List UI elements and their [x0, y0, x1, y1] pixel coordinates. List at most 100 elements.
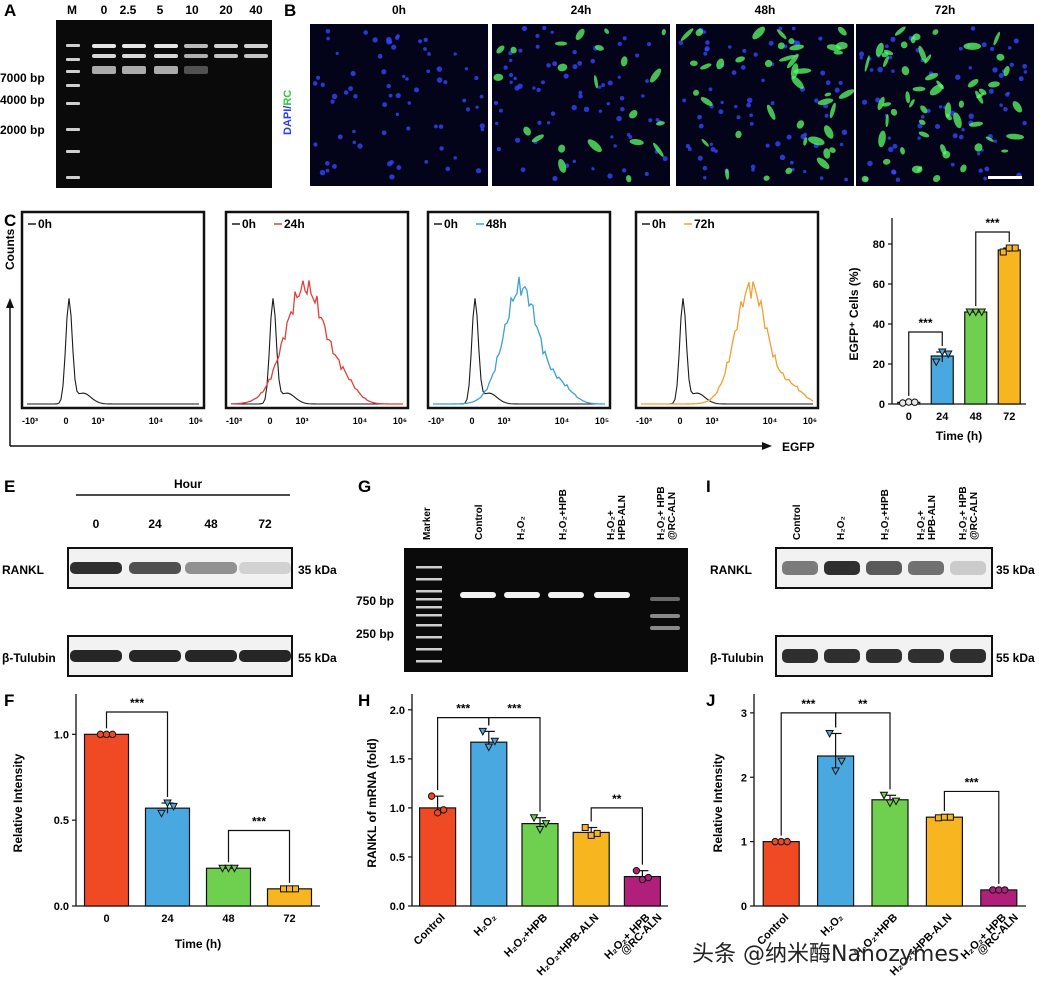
nucleus [606, 101, 611, 106]
nucleus [742, 48, 747, 53]
x-tick-label: 0 [906, 411, 912, 423]
nucleus [984, 166, 990, 172]
gel-band [154, 54, 178, 58]
nucleus [708, 87, 713, 92]
stain-label: DAPI/RC [282, 90, 294, 135]
green-cell [557, 63, 568, 72]
green-cell [883, 56, 889, 68]
nucleus [786, 134, 792, 140]
green-cell [496, 45, 505, 54]
nucleus [535, 44, 540, 49]
nucleus [610, 135, 614, 139]
y-axis-label: EGFP⁺ Cells (%) [847, 267, 861, 360]
x-tick-label: 48 [222, 913, 234, 925]
nucleus [332, 164, 337, 169]
histogram-tick-label: -10³ [428, 416, 444, 426]
fluorescence-images: 0h 24h 48h 72h [310, 3, 1034, 186]
nucleus [990, 46, 995, 52]
nucleus [970, 26, 976, 31]
nucleus [357, 143, 363, 149]
panel-letter-c: C [4, 211, 16, 230]
blot-row-label: β-Tulubin [710, 651, 764, 665]
histogram-tick-label: 0 [63, 416, 68, 426]
panel-i: I Control H₂O₂ H₂O₂+HPB H₂O₂+ HPB-ALN H₂O₂+ H… [706, 477, 1035, 677]
nucleus [697, 155, 703, 161]
nucleus [648, 118, 653, 123]
blot-i-lane-label: H₂O₂ [836, 516, 847, 540]
histogram-tick-label: 10⁴ [763, 416, 777, 426]
nucleus [983, 176, 987, 181]
nucleus [572, 159, 577, 164]
gel-band [650, 626, 680, 630]
nucleus [839, 142, 844, 147]
nucleus [578, 90, 583, 95]
nucleus [493, 100, 499, 106]
watermark-text: 头条 @纳米酶Nanozymes [692, 942, 960, 967]
nucleus [552, 175, 558, 182]
blot-band [185, 562, 237, 574]
nucleus [749, 121, 754, 126]
gel-g-lane-label: Control [474, 504, 485, 540]
green-cell [523, 126, 531, 136]
x-axis-label: Time (h) [936, 429, 982, 443]
nucleus [494, 121, 499, 126]
nucleus [770, 101, 775, 106]
green-cell [963, 42, 982, 50]
ladder-band [416, 636, 442, 639]
data-point [946, 813, 954, 821]
gel-a-bands [66, 44, 268, 179]
nucleus [775, 141, 781, 147]
histogram-tick-label: -10³ [22, 416, 38, 426]
nucleus [814, 98, 819, 103]
nucleus [445, 166, 451, 172]
panel-a: A M 0 2.5 5 10 20 40 7000 bp 4000 bp 2000 bp [0, 1, 272, 188]
blot-row-label: β-Tulubin [2, 651, 56, 665]
nucleus [312, 81, 318, 86]
nucleus [424, 160, 429, 164]
y-tick-label: 2 [741, 772, 747, 784]
y-tick-label: 1 [741, 837, 747, 849]
green-cell [692, 89, 700, 96]
y-tick-label: 1.0 [54, 729, 69, 741]
timepoint-label: 48h [755, 3, 776, 17]
green-cell [996, 53, 1005, 61]
blot-band [129, 650, 181, 662]
timepoint-label: 72h [935, 3, 956, 17]
nucleus [513, 76, 517, 81]
gel-band [460, 592, 496, 598]
nucleus [968, 66, 973, 70]
green-cell [988, 81, 1000, 88]
nucleus [508, 72, 514, 78]
fluorescence-image [492, 24, 670, 186]
ladder-band [66, 44, 80, 47]
nucleus [395, 92, 401, 99]
histogram-curve-0h [231, 298, 403, 405]
gel-band [92, 66, 116, 74]
data-point [286, 885, 293, 893]
green-cell [901, 66, 910, 76]
rankl-mrna-chart: 0.0 0.5 1.0 1.5 2.0 RANKL of mRNA (fold) Contr… [365, 694, 668, 978]
data-point [292, 885, 299, 893]
green-cell [912, 86, 926, 92]
nucleus [869, 68, 874, 72]
nucleus [517, 83, 523, 89]
y-tick-label: 0.0 [54, 901, 69, 913]
nucleus [978, 168, 983, 173]
nucleus [389, 174, 395, 180]
ladder-band [416, 624, 442, 627]
x-tick-label: 0 [103, 913, 109, 925]
egfp-cells-bar-chart: 0 20 40 60 80 EGFP⁺ Cells (%) Time (h) 0 24 48 72 *… [847, 216, 1026, 443]
nucleus [704, 47, 709, 52]
nucleus [426, 69, 431, 74]
nucleus [381, 69, 387, 75]
green-cell [932, 174, 941, 183]
histogram-curve [230, 280, 403, 405]
y-tick-label: 0.0 [390, 901, 405, 913]
nucleus [607, 173, 613, 179]
green-cell [1012, 101, 1023, 113]
nucleus [765, 143, 770, 148]
nucleus [535, 33, 540, 38]
histogram-tick-label: 10⁴ [353, 416, 367, 426]
y-tick-label: 1.5 [390, 754, 405, 766]
histogram-tick-label: -10³ [226, 416, 242, 426]
